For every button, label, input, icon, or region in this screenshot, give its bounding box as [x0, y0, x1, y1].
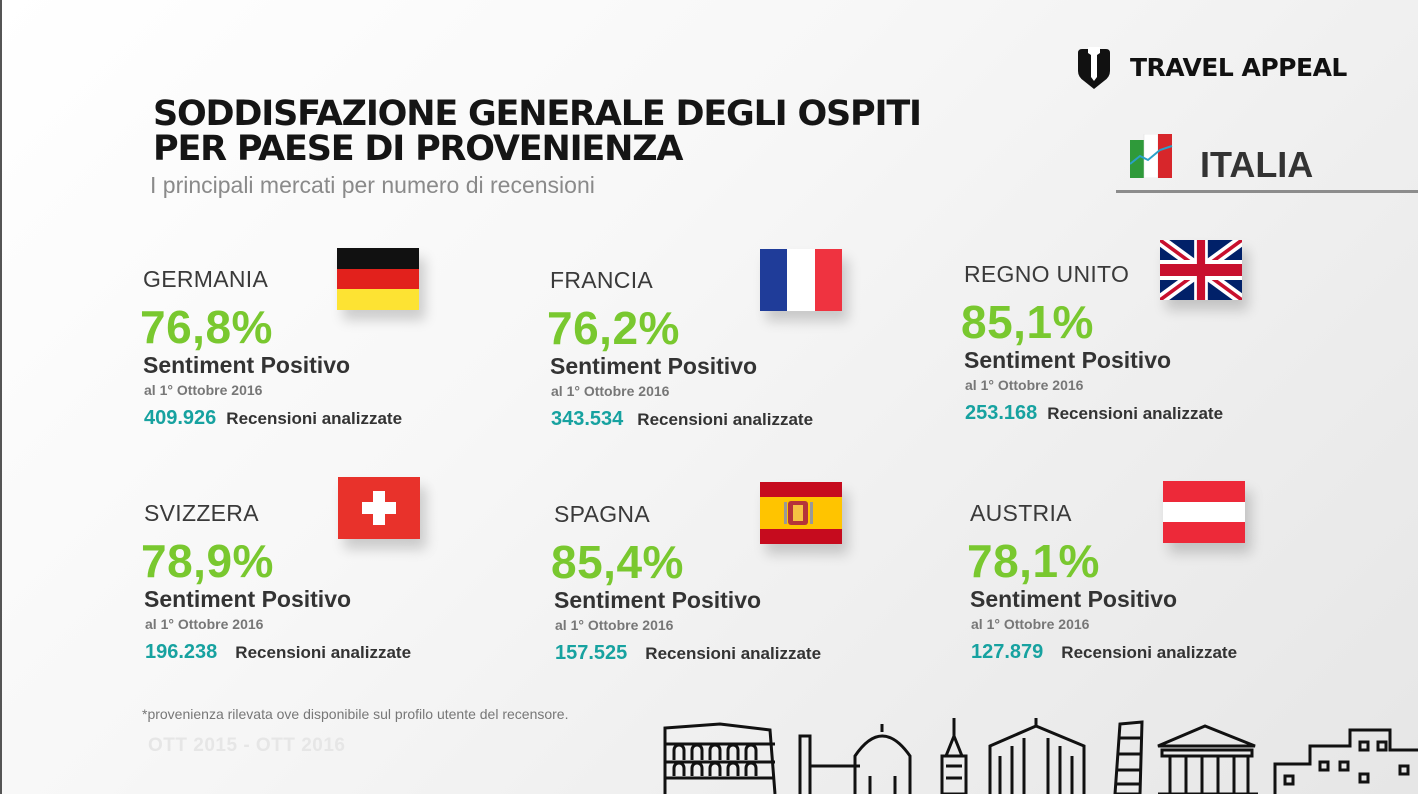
reviews-label: Recensioni analizzate: [1061, 643, 1238, 662]
market-selector: ITALIA: [1116, 126, 1418, 194]
colosseum-icon: [663, 722, 777, 794]
reviews-count: 127.879: [971, 641, 1044, 663]
sentiment-percent: 78,9%: [141, 535, 274, 587]
reviews-label: Recensioni analizzate: [235, 643, 412, 662]
pantheon-icon: [1157, 724, 1258, 794]
reviews-row: 253.168 Recensioni analizzate: [965, 402, 1223, 425]
reviews-row: 157.525 Recensioni analizzate: [555, 642, 821, 665]
page-subtitle: I principali mercati per numero di recen…: [150, 172, 595, 198]
flag-switzerland-icon: [338, 477, 420, 539]
italian-landmarks-skyline: [663, 718, 1418, 794]
sentiment-percent: 76,8%: [140, 301, 273, 353]
travel-appeal-logo-icon: [1078, 47, 1110, 89]
flag-italy-icon: [1130, 134, 1173, 178]
sentiment-date: al 1° Ottobre 2016: [145, 616, 264, 632]
flag-spain-icon: [760, 482, 842, 544]
country-card-regno-unito: REGNO UNITO 85,1% Sentiment Positivo al …: [961, 240, 1324, 443]
reviews-row: 343.534 Recensioni analizzate: [551, 408, 813, 431]
title-line-1: SODDISFAZIONE GENERALE DEGLI OSPITI: [153, 94, 922, 134]
sentiment-percent: 85,1%: [961, 296, 1094, 348]
country-name: SPAGNA: [554, 501, 650, 527]
country-card-spagna: SPAGNA 85,4% Sentiment Positivo al 1° Ot…: [551, 482, 914, 683]
country-name: GERMANIA: [143, 266, 269, 292]
country-name: FRANCIA: [550, 267, 654, 293]
country-card-svizzera: SVIZZERA 78,9% Sentiment Positivo al 1° …: [141, 477, 504, 682]
reviews-count: 253.168: [965, 402, 1038, 424]
flag-france-icon: [760, 249, 842, 311]
reviews-label: Recensioni analizzate: [645, 644, 822, 663]
sentiment-label: Sentiment Positivo: [554, 587, 762, 613]
sentiment-label: Sentiment Positivo: [970, 586, 1178, 612]
pisa-tower-icon: [1113, 720, 1144, 794]
sentiment-percent: 78,1%: [967, 535, 1100, 587]
country-name: REGNO UNITO: [964, 261, 1130, 287]
reviews-row: 127.879 Recensioni analizzate: [971, 641, 1237, 664]
footnote: *provenienza rilevata ove disponibile su…: [142, 706, 569, 722]
sentiment-date: al 1° Ottobre 2016: [971, 616, 1090, 632]
country-card-francia: FRANCIA 76,2% Sentiment Positivo al 1° O…: [547, 249, 910, 449]
country-name: SVIZZERA: [144, 500, 259, 526]
sentiment-date: al 1° Ottobre 2016: [551, 383, 670, 399]
sentiment-date: al 1° Ottobre 2016: [144, 382, 263, 398]
title-line-2: PER PAESE DI PROVENIENZA: [153, 129, 683, 169]
country-card-germania: GERMANIA 76,8% Sentiment Positivo al 1° …: [140, 248, 503, 448]
market-underline: [1116, 190, 1418, 193]
sentiment-label: Sentiment Positivo: [144, 586, 352, 612]
sentiment-label: Sentiment Positivo: [964, 347, 1172, 373]
reviews-count: 343.534: [551, 408, 624, 430]
market-label: ITALIA: [1200, 144, 1314, 185]
flag-uk-icon: [1160, 240, 1242, 300]
reviews-count: 409.926: [144, 407, 217, 429]
reviews-count: 157.525: [555, 642, 628, 664]
brand-name: TRAVEL APPEAL: [1130, 52, 1347, 82]
sentiment-label: Sentiment Positivo: [550, 353, 758, 379]
flag-austria-icon: [1163, 481, 1245, 543]
reviews-row: 196.238 Recensioni analizzate: [145, 641, 411, 664]
sentiment-percent: 85,4%: [551, 536, 684, 588]
left-border: [0, 0, 2, 794]
country-card-austria: AUSTRIA 78,1% Sentiment Positivo al 1° O…: [967, 481, 1330, 682]
reviews-label: Recensioni analizzate: [637, 410, 814, 429]
page-title: SODDISFAZIONE GENERALE DEGLI OSPITI PER …: [153, 94, 922, 169]
sentiment-label: Sentiment Positivo: [143, 352, 351, 378]
mole-antonelliana-icon: [940, 718, 968, 794]
milan-duomo-icon: [988, 718, 1086, 794]
florence-duomo-icon: [798, 724, 912, 794]
reviews-row: 409.926 Recensioni analizzate: [144, 407, 402, 430]
period-label: OTT 2015 - OTT 2016: [148, 735, 346, 756]
brand: TRAVEL APPEAL: [1072, 44, 1347, 90]
country-name: AUSTRIA: [970, 500, 1072, 526]
village-houses-icon: [1273, 728, 1418, 794]
reviews-label: Recensioni analizzate: [1047, 404, 1224, 423]
flag-germany-icon: [337, 248, 419, 310]
sentiment-date: al 1° Ottobre 2016: [965, 377, 1084, 393]
sentiment-date: al 1° Ottobre 2016: [555, 617, 674, 633]
reviews-label: Recensioni analizzate: [226, 409, 403, 428]
reviews-count: 196.238: [145, 641, 218, 663]
sentiment-percent: 76,2%: [547, 302, 680, 354]
